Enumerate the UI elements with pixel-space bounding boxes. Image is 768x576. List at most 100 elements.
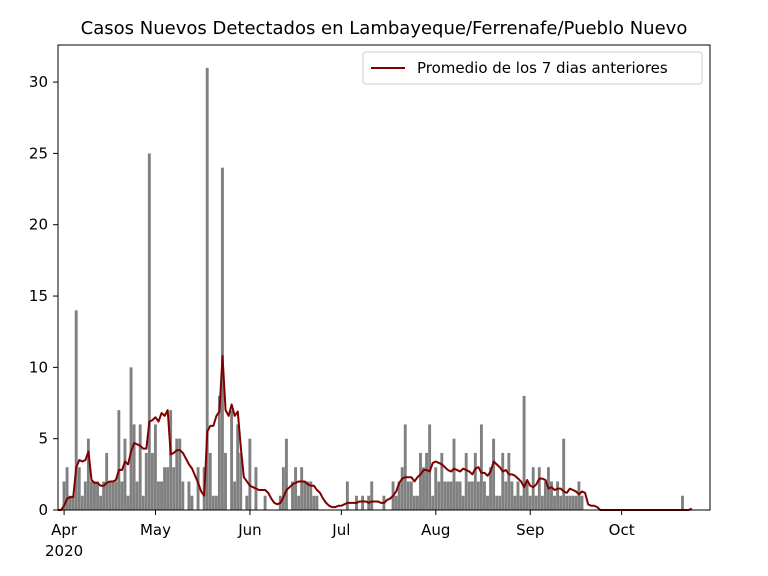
bar-day-37: [169, 410, 173, 510]
bar-day-160: [543, 481, 547, 510]
bar-day-140: [483, 481, 486, 510]
bar-day-24: [129, 367, 133, 510]
bar-day-143: [492, 438, 496, 510]
bar-day-78: [294, 467, 298, 510]
bar-day-6: [74, 310, 78, 510]
legend: Promedio de los 7 dias anteriores: [362, 51, 703, 85]
bar-day-134: [464, 452, 468, 510]
x-tick-label-jul: Jul: [331, 521, 350, 539]
bar-day-148: [507, 452, 511, 510]
bar-day-156: [531, 467, 535, 510]
plot-frame: [57, 44, 711, 511]
bar-day-118: [415, 495, 419, 510]
bar-day-25: [132, 424, 136, 510]
bar-day-166: [562, 438, 566, 510]
bar-day-11: [89, 481, 93, 510]
bar-day-127: [443, 481, 447, 510]
x-tick-label-aug: Aug: [421, 521, 450, 539]
bar-day-40: [178, 438, 182, 510]
bar-day-15: [102, 481, 106, 510]
bar-day-32: [153, 424, 157, 510]
bar-day-43: [187, 481, 191, 510]
bar-day-18: [111, 481, 115, 510]
bar-day-113: [400, 467, 404, 510]
bar-day-20: [117, 410, 121, 510]
bar-day-164: [556, 481, 560, 510]
bar-day-57: [230, 410, 234, 510]
bar-day-63: [248, 438, 252, 510]
bar-day-136: [470, 481, 474, 510]
bar-day-133: [461, 495, 465, 510]
bar-day-4: [68, 495, 72, 510]
bar-day-10: [86, 438, 90, 510]
bar-day-16: [105, 452, 109, 510]
bar-day-46: [196, 467, 200, 510]
bar-day-132: [458, 481, 462, 510]
bar-day-13: [96, 481, 99, 510]
bar-day-126: [440, 452, 444, 510]
bar-day-100: [361, 495, 365, 510]
bar-day-31: [150, 452, 154, 510]
bar-day-81: [303, 481, 307, 510]
bar-day-205: [681, 495, 684, 510]
bar-day-74: [281, 467, 285, 510]
bar-day-60: [239, 452, 243, 510]
legend-label: Promedio de los 7 dias anteriores: [417, 59, 668, 77]
bar-day-22: [123, 438, 127, 510]
bar-day-28: [141, 495, 145, 510]
bar-day-33: [157, 481, 160, 510]
bar-day-131: [455, 481, 459, 510]
x-tick-label-apr: Apr: [51, 521, 78, 539]
bar-day-129: [449, 481, 453, 510]
bar-day-172: [580, 495, 584, 510]
bar-day-54: [221, 167, 224, 511]
x-axis: Apr 2020 May Jun Jul Aug Sep Oct: [45, 510, 635, 560]
bar-day-151: [516, 481, 520, 510]
x-tick-sublabel-year: 2020: [45, 542, 83, 560]
bar-day-155: [528, 495, 532, 510]
bar-day-38: [172, 467, 176, 510]
bar-day-123: [431, 495, 435, 510]
bar-day-159: [540, 495, 544, 510]
bar-day-82: [306, 481, 310, 510]
bar-day-114: [403, 424, 407, 510]
bar-day-122: [428, 424, 432, 510]
bar-day-119: [419, 452, 422, 510]
bar-day-139: [479, 424, 483, 510]
bar-day-21: [120, 481, 124, 510]
bar-day-170: [574, 495, 578, 510]
bar-day-58: [233, 481, 237, 510]
bar-day-55: [224, 452, 227, 510]
bar-day-135: [467, 481, 471, 510]
bar-day-83: [309, 481, 313, 510]
x-tick-label-jun: Jun: [237, 521, 261, 539]
bars-layer: [62, 67, 684, 511]
bar-day-35: [163, 467, 166, 510]
y-tick-label-0: 0: [38, 501, 48, 519]
bar-day-14: [99, 495, 103, 510]
bar-day-17: [108, 481, 112, 510]
bar-day-62: [245, 495, 249, 510]
bar-day-8: [80, 495, 84, 510]
bar-day-12: [93, 481, 96, 510]
bar-day-130: [452, 438, 456, 510]
bar-day-137: [473, 452, 477, 510]
bar-day-29: [144, 452, 148, 510]
bar-day-3: [65, 467, 69, 510]
y-axis: 0 5 10 15 20 25 30: [29, 73, 58, 519]
bar-day-9: [83, 481, 87, 510]
bar-day-163: [553, 495, 556, 510]
y-tick-label-10: 10: [29, 358, 48, 376]
bar-day-124: [434, 467, 438, 510]
x-tick-label-may: May: [140, 521, 171, 539]
bar-day-51: [211, 495, 215, 510]
y-tick-label-20: 20: [29, 216, 48, 234]
bar-day-2: [62, 481, 66, 510]
bar-day-85: [315, 495, 319, 510]
line-layer: [58, 354, 693, 511]
bar-day-5: [71, 495, 75, 510]
bar-day-116: [409, 481, 413, 510]
bar-day-112: [397, 481, 401, 510]
bar-day-52: [214, 495, 218, 510]
